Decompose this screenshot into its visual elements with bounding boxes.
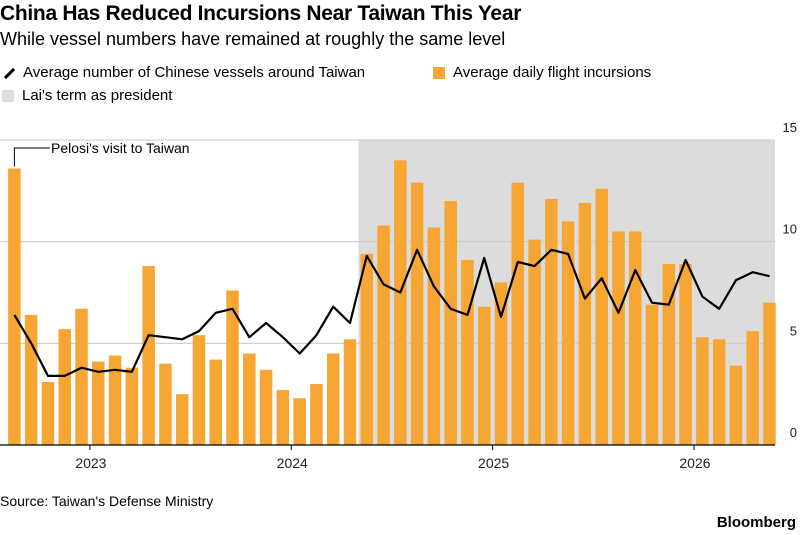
x-tick-label: 2026 <box>679 455 710 471</box>
bar <box>276 390 290 445</box>
bar <box>645 304 659 445</box>
bar <box>293 398 306 445</box>
bar <box>444 201 457 445</box>
bar <box>528 239 541 445</box>
bar <box>662 264 676 445</box>
bar <box>612 231 625 445</box>
bar <box>8 168 21 445</box>
bar <box>175 394 189 445</box>
legend-label-lai-term: Lai's term as president <box>22 87 173 104</box>
bar <box>763 302 776 445</box>
bar <box>41 381 55 445</box>
vessels-line <box>13 248 770 377</box>
bar <box>679 264 692 445</box>
chart-plot: 0 5 10 15 2023 2024 2025 2026 Pelosi's visit to … <box>0 120 797 471</box>
bar <box>629 231 642 445</box>
annotation-label: Pelosi's visit to Taiwan <box>51 140 190 156</box>
bar-swatch-icon <box>433 66 445 79</box>
bar <box>545 198 558 445</box>
x-tick-label: 2023 <box>75 455 106 471</box>
x-tick-label: 2025 <box>478 455 509 471</box>
bar <box>75 308 88 445</box>
y-tick-label: 5 <box>790 323 797 338</box>
x-tick-label: 2024 <box>277 455 308 471</box>
bar <box>92 361 105 445</box>
bar <box>729 365 743 445</box>
bar <box>142 266 155 445</box>
bar <box>410 182 424 445</box>
bar <box>494 282 508 445</box>
bar <box>696 337 709 445</box>
bar <box>595 188 608 446</box>
bar <box>561 221 575 445</box>
legend-item-incursions: Average daily flight incursions <box>433 64 651 81</box>
y-tick-label: 15 <box>783 120 797 135</box>
bar <box>310 384 323 445</box>
annotation-leader <box>13 147 50 167</box>
y-tick-label: 10 <box>783 222 797 237</box>
bar <box>226 290 239 445</box>
bar <box>125 367 139 445</box>
bar <box>108 355 122 445</box>
bar <box>159 363 172 445</box>
legend-label-vessels: Average number of Chinese vessels around… <box>23 64 366 81</box>
legend-item-vessels: Average number of Chinese vessels around… <box>2 64 365 81</box>
bar <box>427 227 441 445</box>
bar <box>377 225 390 445</box>
bar <box>511 182 525 445</box>
bar <box>712 339 726 445</box>
bar <box>461 259 474 445</box>
bar <box>394 160 407 446</box>
bar <box>578 203 592 445</box>
bar <box>343 339 357 445</box>
bar <box>360 253 374 445</box>
shade-swatch-icon <box>2 89 14 102</box>
bar <box>209 359 222 445</box>
chart-title: China Has Reduced Incursions Near Taiwan… <box>0 2 522 25</box>
bar <box>259 369 273 445</box>
bar <box>326 353 340 445</box>
bar <box>243 353 256 445</box>
bar <box>192 335 206 445</box>
legend-item-lai-term: Lai's term as president <box>2 87 172 104</box>
bar <box>746 331 759 445</box>
source-note: Source: Taiwan's Defense Ministry <box>0 493 214 509</box>
y-tick-label: 0 <box>790 425 797 440</box>
bar <box>477 306 491 445</box>
brand-logo: Bloomberg <box>716 514 796 531</box>
bar <box>58 329 71 445</box>
chart-subtitle: While vessel numbers have remained at ro… <box>0 29 506 49</box>
legend-label-incursions: Average daily flight incursions <box>453 64 652 81</box>
